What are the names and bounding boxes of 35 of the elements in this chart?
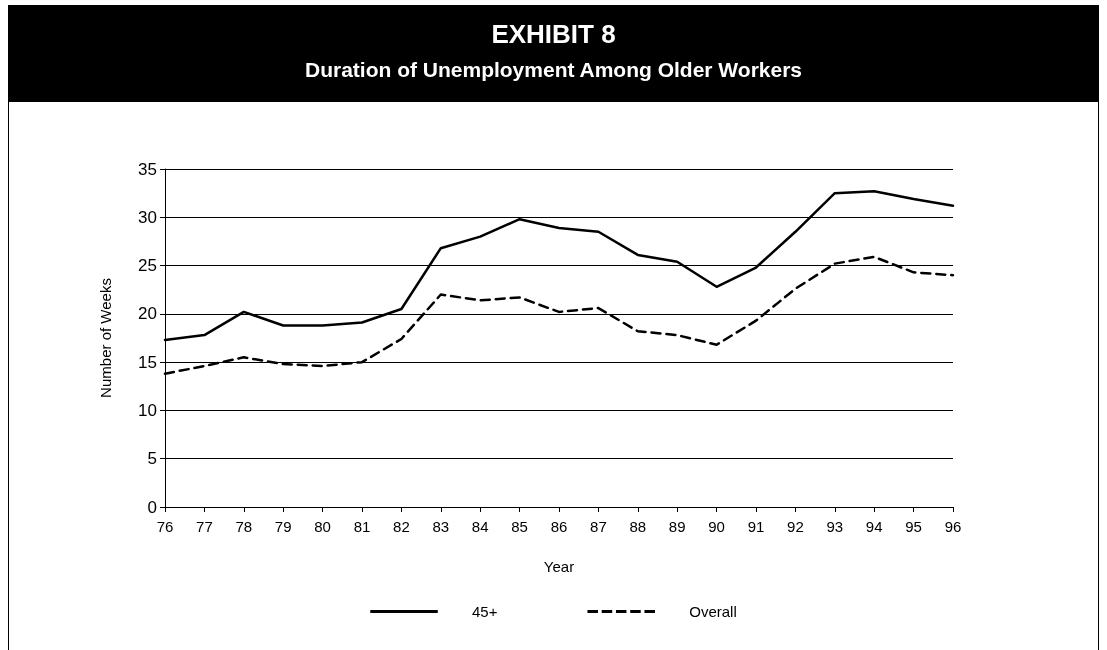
x-tick-label: 95 [905, 518, 922, 535]
x-tick-label: 79 [274, 518, 292, 535]
legend-label: Overall [689, 603, 737, 620]
y-tick-label: 35 [138, 159, 157, 179]
x-tick-label: 96 [944, 518, 962, 535]
y-tick-label: 0 [147, 497, 157, 517]
x-tick-label: 89 [668, 518, 686, 535]
x-tick-label: 80 [314, 518, 331, 535]
y-tick-label: 15 [138, 352, 157, 372]
x-tick-label: 77 [196, 518, 213, 535]
y-axis-title: Number of Weeks [97, 278, 114, 398]
x-tick-label: 87 [590, 518, 607, 535]
chart-title: EXHIBIT 8 [490, 19, 617, 50]
chart-subtitle: Duration of Unemployment Among Older Workers [303, 58, 804, 82]
y-tick-label: 10 [138, 400, 157, 420]
x-tick-label: 84 [471, 518, 489, 535]
y-tick-label: 5 [147, 449, 157, 469]
x-tick-label: 76 [156, 518, 174, 535]
x-tick-label: 92 [787, 518, 804, 535]
y-tick-label: 30 [138, 207, 157, 227]
x-tick-label: 91 [747, 518, 765, 535]
y-tick-label: 25 [138, 256, 157, 276]
x-tick-label: 93 [826, 518, 844, 535]
y-tick-label: 20 [138, 304, 157, 324]
x-tick-label: 88 [629, 518, 647, 535]
x-tick-label: 85 [511, 518, 528, 535]
legend-label: 45+ [472, 603, 498, 620]
x-tick-label: 83 [432, 518, 450, 535]
x-tick-label: 94 [865, 518, 883, 535]
x-tick-label: 86 [550, 518, 568, 535]
x-tick-label: 90 [708, 518, 725, 535]
x-tick-label: 82 [393, 518, 410, 535]
x-tick-label: 81 [353, 518, 371, 535]
x-tick-label: 78 [235, 518, 253, 535]
x-axis-title: Year [543, 558, 575, 575]
